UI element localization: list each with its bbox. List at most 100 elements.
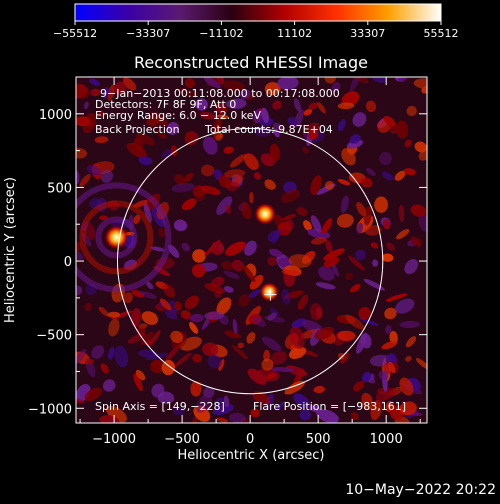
sources (104, 203, 279, 302)
texture-blob (246, 332, 256, 344)
texture-blob (287, 117, 298, 126)
texture-blob (362, 371, 371, 383)
texture-blob (227, 181, 239, 192)
footer-date: 10−May−2022 20:22 (345, 482, 496, 498)
texture-blob (418, 147, 427, 161)
texture-blob (173, 219, 188, 232)
bright-source (259, 282, 279, 302)
texture-blob (310, 175, 322, 196)
texture-blob (281, 289, 291, 305)
texture-blob (130, 308, 141, 327)
colorbar-tick-label: 55512 (424, 27, 459, 40)
texture-blob (270, 143, 280, 162)
texture-blob (192, 416, 198, 423)
texture-blob (156, 129, 168, 140)
texture-blob (264, 82, 281, 96)
texture-blob (308, 127, 318, 140)
colorbar-tick-label: −11102 (199, 27, 243, 40)
colorbar-tick-label: −33307 (126, 27, 170, 40)
texture-blob (337, 118, 346, 132)
texture-blob (90, 88, 101, 97)
texture-blob (100, 363, 109, 374)
texture-blob (174, 173, 185, 186)
texture-blob (139, 291, 157, 299)
texture-blob (311, 237, 327, 245)
texture-blob (363, 278, 385, 291)
texture-blob (159, 298, 172, 311)
texture-blob (273, 122, 283, 131)
texture-blob (226, 98, 247, 109)
texture-blob (285, 365, 308, 377)
texture-blob (382, 219, 391, 230)
texture-blob (240, 201, 252, 220)
texture-blob (150, 246, 165, 252)
texture-blob (356, 201, 367, 217)
texture-blob (131, 290, 145, 298)
texture-blob (171, 183, 195, 193)
texture-blob (108, 318, 120, 337)
texture-blob (308, 102, 318, 110)
texture-blob (352, 112, 367, 127)
texture-blob (270, 351, 287, 365)
texture-blob (114, 345, 129, 368)
texture-blob (157, 391, 175, 405)
texture-blob (218, 359, 225, 371)
texture-blob (403, 168, 416, 176)
texture-blob (192, 249, 206, 263)
texture-blob (396, 229, 410, 240)
texture-blob (86, 164, 102, 176)
texture-blob (168, 244, 180, 258)
annotation-counts: Total counts: 9.87E+04 (204, 123, 333, 136)
texture-blob (223, 146, 234, 154)
texture-blob (323, 248, 345, 261)
colorbar-gradient (74, 3, 442, 22)
texture-blob (384, 389, 396, 400)
texture-blob (337, 179, 350, 186)
texture-blob (141, 311, 159, 325)
texture-blob (76, 398, 85, 404)
texture-blob (252, 391, 271, 405)
texture-blob (122, 77, 137, 91)
texture-blob (106, 405, 127, 423)
texture-blob (371, 77, 387, 83)
plot-area: 9−Jan−2013 00:11:08.000 to 00:17:08.000 … (28, 76, 428, 447)
texture-blob (325, 239, 333, 253)
texture-blob (365, 100, 377, 113)
texture-blob (133, 137, 144, 153)
texture-blob (170, 330, 184, 344)
texture-blob (271, 366, 295, 373)
texture-blob (359, 317, 379, 326)
texture-blob (376, 390, 387, 403)
y-axis-ticks: −1000 −500 0 500 1000 (28, 76, 427, 417)
texture-blob (98, 306, 110, 317)
texture-blob (238, 294, 251, 307)
texture-blob (94, 136, 109, 144)
texture-blob (248, 289, 262, 299)
texture-blob (321, 218, 333, 234)
texture-blob (203, 77, 221, 89)
texture-blob (215, 133, 224, 141)
texture-blob (349, 134, 361, 144)
texture-blob (137, 326, 146, 335)
texture-blob (355, 249, 366, 261)
source-ring (79, 200, 154, 275)
texture-blob (374, 196, 389, 213)
texture-blob (174, 301, 182, 311)
texture-blob (394, 170, 406, 181)
texture-blob (315, 282, 336, 290)
texture-blob (388, 361, 396, 374)
texture-blob (107, 311, 120, 318)
texture-blob (190, 381, 202, 397)
texture-blob (192, 353, 202, 363)
texture-blob (202, 342, 219, 357)
texture-blob (196, 393, 213, 413)
texture-blob (399, 377, 414, 396)
texture-blob (145, 352, 169, 361)
texture-blob (84, 302, 92, 312)
texture-blob (135, 369, 146, 381)
texture-blob (299, 409, 311, 421)
x-tick-label: 0 (246, 432, 254, 447)
texture-blob (409, 236, 419, 246)
texture-blob (378, 370, 389, 381)
source-ring (95, 216, 138, 259)
